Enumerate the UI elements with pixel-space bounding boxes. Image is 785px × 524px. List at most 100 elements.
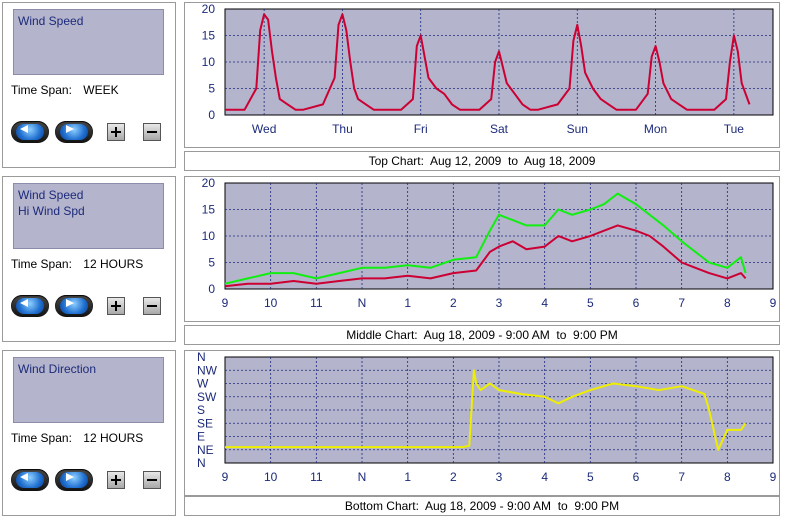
top-control-panel: Wind Speed Time Span: WEEK	[2, 2, 176, 168]
x-tick-label: 3	[496, 296, 503, 310]
next-button[interactable]	[55, 295, 93, 317]
y-tick-label: N	[197, 456, 206, 470]
x-tick-label: 4	[541, 470, 548, 484]
zoom-in-button[interactable]	[107, 297, 125, 315]
arrow-right-icon	[66, 473, 74, 481]
x-tick-label: Fri	[414, 122, 428, 136]
x-tick-label: Sun	[567, 122, 588, 136]
time-span-label: Time Span:	[11, 83, 72, 97]
x-tick-label: Wed	[252, 122, 276, 136]
top-time-span: Time Span: WEEK	[11, 83, 119, 97]
legend-entry: Wind Direction	[18, 362, 97, 376]
y-tick-label: SE	[197, 416, 213, 430]
y-tick-label: E	[197, 430, 205, 444]
zoom-out-button[interactable]	[143, 471, 161, 489]
prev-button[interactable]	[11, 295, 49, 317]
y-tick-label: N	[197, 351, 206, 364]
top-chart-svg: 0 5 10 15 20 Wed Thu Fri Sat Sun Mon Tue	[202, 3, 774, 136]
y-tick-label: 5	[208, 256, 215, 270]
time-span-value: 12 HOURS	[83, 257, 144, 271]
middle-chart-caption: Middle Chart: Aug 18, 2009 - 9:00 AM to …	[184, 325, 780, 345]
x-tick-label: 1	[404, 470, 411, 484]
next-button[interactable]	[55, 121, 93, 143]
y-tick-label: 0	[208, 108, 215, 122]
time-span-value: WEEK	[83, 83, 119, 97]
arrow-right-icon	[66, 125, 74, 133]
prev-button[interactable]	[11, 121, 49, 143]
legend-entry: Hi Wind Spd	[18, 204, 85, 218]
y-tick-label: S	[197, 403, 205, 417]
middle-chart[interactable]: 0 5 10 15 20 9 10 11 N 1 2 3 4 5 6 7 8 9	[184, 176, 780, 322]
y-tick-label: 0	[208, 282, 215, 296]
bottom-control-panel: Wind Direction Time Span: 12 HOURS	[2, 350, 176, 516]
wind-speed-line	[224, 224, 747, 288]
x-tick-label: N	[358, 470, 367, 484]
x-tick-label: 1	[404, 296, 411, 310]
y-tick-label: W	[197, 377, 209, 391]
arrow-left-icon	[20, 125, 28, 133]
legend-entry: Wind Speed	[18, 14, 84, 28]
y-tick-label: 15	[202, 29, 216, 43]
middle-chart-svg: 0 5 10 15 20 9 10 11 N 1 2 3 4 5 6 7 8 9	[202, 177, 777, 310]
y-tick-label: SW	[197, 390, 217, 404]
zoom-out-button[interactable]	[143, 297, 161, 315]
legend-entry: Wind Speed	[18, 188, 84, 202]
y-tick-label: NE	[197, 443, 214, 457]
time-span-label: Time Span:	[11, 257, 72, 271]
time-span-value: 12 HOURS	[83, 431, 144, 445]
middle-time-span: Time Span: 12 HOURS	[11, 257, 143, 271]
y-tick-label: 10	[202, 229, 216, 243]
x-tick-label: 6	[633, 296, 640, 310]
x-tick-label: 8	[724, 470, 731, 484]
time-span-label: Time Span:	[11, 431, 72, 445]
hi-wind-spd-line	[224, 192, 747, 285]
next-button[interactable]	[55, 469, 93, 491]
x-tick-label: Sat	[490, 122, 509, 136]
y-tick-label: 20	[202, 177, 216, 190]
arrow-left-icon	[20, 299, 28, 307]
arrow-right-icon	[66, 299, 74, 307]
x-tick-label: Mon	[644, 122, 667, 136]
top-legend: Wind Speed	[13, 9, 164, 75]
x-tick-label: 5	[587, 296, 594, 310]
x-tick-label: 10	[264, 470, 278, 484]
middle-legend: Wind Speed Hi Wind Spd	[13, 183, 164, 249]
x-tick-label: Thu	[332, 122, 353, 136]
top-chart-caption: Top Chart: Aug 12, 2009 to Aug 18, 2009	[184, 151, 780, 171]
x-tick-label: N	[358, 296, 367, 310]
x-tick-label: 11	[310, 296, 323, 310]
top-chart[interactable]: 0 5 10 15 20 Wed Thu Fri Sat Sun Mon Tue	[184, 2, 780, 148]
minus-icon	[147, 305, 157, 307]
x-tick-label: 2	[450, 470, 457, 484]
x-tick-label: 9	[770, 296, 777, 310]
x-tick-label: 6	[633, 470, 640, 484]
bottom-chart-caption: Bottom Chart: Aug 18, 2009 - 9:00 AM to …	[184, 496, 780, 516]
x-tick-label: 9	[222, 470, 229, 484]
x-tick-label: 5	[587, 470, 594, 484]
wind-direction-line	[225, 369, 747, 451]
x-tick-label: 7	[678, 470, 685, 484]
x-tick-label: 8	[724, 296, 731, 310]
minus-icon	[147, 479, 157, 481]
zoom-out-button[interactable]	[143, 123, 161, 141]
minus-icon	[147, 131, 157, 133]
zoom-in-button[interactable]	[107, 471, 125, 489]
x-tick-label: 4	[541, 296, 548, 310]
x-tick-label: 9	[222, 296, 229, 310]
y-tick-label: 20	[202, 3, 216, 16]
bottom-chart[interactable]: N NE E SE S SW W NW N 9 10 11 N 1 2 3 4 5 6 7 8 9	[184, 350, 780, 496]
bottom-time-span: Time Span: 12 HOURS	[11, 431, 143, 445]
zoom-in-button[interactable]	[107, 123, 125, 141]
prev-button[interactable]	[11, 469, 49, 491]
middle-control-panel: Wind Speed Hi Wind Spd Time Span: 12 HOU…	[2, 176, 176, 342]
y-tick-label: 15	[202, 203, 216, 217]
x-tick-label: 7	[678, 296, 685, 310]
x-tick-label: 11	[310, 470, 323, 484]
x-tick-label: 9	[770, 470, 777, 484]
x-tick-label: 10	[264, 296, 278, 310]
y-tick-label: NW	[197, 363, 218, 377]
x-tick-label: 3	[496, 470, 503, 484]
arrow-left-icon	[20, 473, 28, 481]
bottom-legend: Wind Direction	[13, 357, 164, 423]
